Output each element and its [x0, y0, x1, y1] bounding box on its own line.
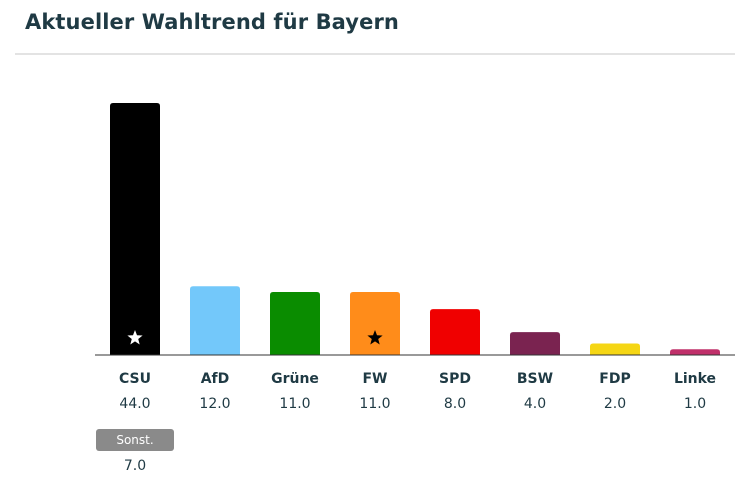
value-label-gruene: 11.0: [279, 396, 310, 412]
bar-fw: [350, 292, 400, 355]
page-title: Aktueller Wahltrend für Bayern: [25, 10, 399, 34]
bars-group: [110, 103, 720, 355]
value-label-fw: 11.0: [359, 396, 390, 412]
value-label-bsw: 4.0: [524, 396, 546, 412]
category-label-csu: CSU: [119, 371, 151, 387]
value-label-spd: 8.0: [444, 396, 466, 412]
bar-afd: [190, 286, 240, 355]
value-label-fdp: 2.0: [604, 396, 626, 412]
title-divider: [15, 53, 735, 55]
star-icon: [127, 330, 143, 345]
bar-fdp: [590, 343, 640, 355]
category-label-spd: SPD: [439, 371, 471, 387]
other-parties-badge: Sonst.: [96, 429, 174, 451]
value-label-afd: 12.0: [199, 396, 230, 412]
value-label-csu: 44.0: [119, 396, 150, 412]
category-label-afd: AfD: [201, 371, 230, 387]
value-label-linke: 1.0: [684, 396, 706, 412]
category-label-fdp: FDP: [599, 371, 630, 387]
category-label-fw: FW: [362, 371, 387, 387]
bar-chart: CSU 44.0 AfD 12.0 Grüne 11.0 FW 11.0 SPD 8.0 BSW 4.…: [95, 103, 735, 412]
star-icon: [367, 330, 383, 345]
bar-gruene: [270, 292, 320, 355]
category-label-gruene: Grüne: [271, 371, 319, 387]
category-label-linke: Linke: [674, 371, 716, 387]
bar-linke: [670, 349, 720, 355]
other-parties-value: 7.0: [123, 458, 147, 474]
bar-bsw: [510, 332, 560, 355]
bar-spd: [430, 309, 480, 355]
category-label-bsw: BSW: [517, 371, 553, 387]
labels-group: CSU 44.0 AfD 12.0 Grüne 11.0 FW 11.0 SPD 8.0 BSW 4.…: [119, 371, 716, 412]
bar-csu: [110, 103, 160, 355]
